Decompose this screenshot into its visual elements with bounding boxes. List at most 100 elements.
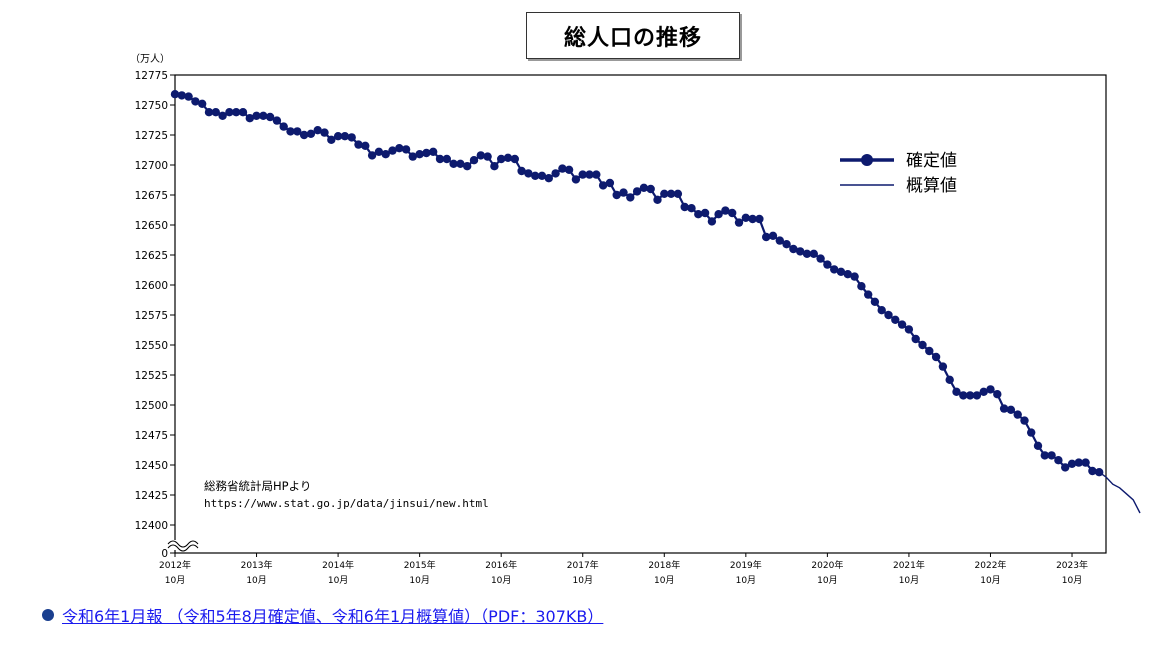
data-point <box>497 154 506 164</box>
data-point <box>1074 458 1084 467</box>
data-point <box>442 154 451 164</box>
x-tick-label-year: 2014年 <box>322 559 354 571</box>
data-point <box>612 190 621 200</box>
data-point <box>809 249 818 258</box>
data-point <box>1033 441 1043 450</box>
data-point <box>381 150 390 159</box>
x-tick-label-year: 2022年 <box>975 559 1007 571</box>
data-point <box>524 169 533 178</box>
data-point <box>762 232 771 242</box>
y-tick-label: 12600 <box>135 280 168 292</box>
data-point <box>897 320 907 329</box>
x-tick-label-year: 2019年 <box>730 559 762 571</box>
data-point <box>823 260 832 269</box>
data-point <box>864 290 873 299</box>
data-point <box>279 122 288 131</box>
data-point <box>694 210 703 219</box>
x-tick-label-month: 10月 <box>980 575 1000 586</box>
data-point <box>449 159 458 168</box>
data-point <box>293 127 302 136</box>
data-point <box>531 171 540 180</box>
data-point <box>605 178 615 188</box>
y-tick-label: 12425 <box>135 490 168 502</box>
plot-area <box>174 74 1107 554</box>
data-point <box>830 265 839 274</box>
data-point <box>429 147 438 156</box>
data-point <box>435 154 445 164</box>
data-point <box>598 181 608 190</box>
data-point <box>666 189 676 198</box>
data-point <box>959 391 968 400</box>
y-tick-label: 12700 <box>135 160 168 172</box>
data-point <box>802 249 812 258</box>
data-point <box>218 111 227 121</box>
data-point <box>646 184 655 194</box>
data-point <box>204 108 214 117</box>
x-tick-label-year: 2017年 <box>567 559 599 571</box>
data-point <box>755 214 764 224</box>
data-point <box>632 187 642 196</box>
x-tick-label-year: 2020年 <box>811 559 843 571</box>
y-tick-label: 12400 <box>135 520 168 532</box>
y-tick-label: 12550 <box>135 340 168 352</box>
data-point <box>333 132 343 141</box>
x-tick-label-month: 10月 <box>165 575 185 586</box>
y-axis-unit-label: （万人） <box>130 54 170 65</box>
data-point <box>952 387 961 396</box>
data-point <box>469 156 479 165</box>
x-tick-label-year: 2013年 <box>241 559 273 571</box>
population-chart: 0 12400 12425 12450 12475 12500 12525 12550 1257… <box>135 70 1141 586</box>
y-tick-label: 12475 <box>135 430 168 442</box>
data-point <box>578 170 587 179</box>
x-tick-label-month: 10月 <box>1062 575 1082 586</box>
data-point <box>789 244 798 254</box>
data-point <box>768 231 778 240</box>
x-tick-label-year: 2023年 <box>1056 559 1088 571</box>
data-point <box>904 325 914 334</box>
y-tick-label: 12500 <box>135 400 168 412</box>
data-point <box>728 208 737 218</box>
data-point <box>660 189 669 198</box>
x-tick-label-month: 10月 <box>654 575 674 586</box>
data-point <box>741 213 750 222</box>
data-point <box>986 385 995 394</box>
data-point <box>700 208 710 218</box>
data-point <box>850 272 859 281</box>
legend-swatch-line-marker-icon <box>838 152 896 166</box>
data-point <box>714 210 723 219</box>
data-point <box>191 97 200 106</box>
data-point <box>918 340 927 350</box>
data-point <box>884 310 893 320</box>
y-tick-label: 12575 <box>135 310 168 322</box>
report-pdf-link[interactable]: 令和6年1月報 （令和5年8月確定値、令和6年1月概算値）（PDF：307KB） <box>62 607 604 626</box>
data-point <box>517 166 526 176</box>
x-tick-label-year: 2021年 <box>893 559 925 571</box>
data-point <box>748 214 757 224</box>
data-point <box>945 375 954 384</box>
data-point <box>510 154 519 164</box>
data-point <box>327 135 336 144</box>
data-point <box>184 92 193 101</box>
x-tick-label-month: 10月 <box>573 575 593 586</box>
x-tick-label-year: 2018年 <box>648 559 680 571</box>
data-point <box>456 159 465 168</box>
legend-item-estimate: 概算値 <box>838 171 957 196</box>
x-tick-label-month: 10月 <box>409 575 429 586</box>
data-point <box>734 218 744 227</box>
data-point <box>673 189 683 198</box>
data-point <box>816 254 825 263</box>
data-point <box>965 391 975 400</box>
data-point <box>592 170 601 179</box>
data-point <box>999 404 1009 413</box>
data-point <box>796 247 805 256</box>
data-point <box>1095 468 1104 477</box>
data-point <box>422 148 431 158</box>
data-point <box>857 282 866 291</box>
data-point <box>367 151 377 160</box>
source-annotation: 総務省統計局HPより https://www.stat.go.jp/data/j… <box>204 478 489 512</box>
data-point <box>687 204 696 213</box>
bullet-icon <box>42 609 54 621</box>
data-point <box>1027 428 1036 437</box>
data-point <box>395 144 404 153</box>
data-point <box>1054 456 1063 465</box>
